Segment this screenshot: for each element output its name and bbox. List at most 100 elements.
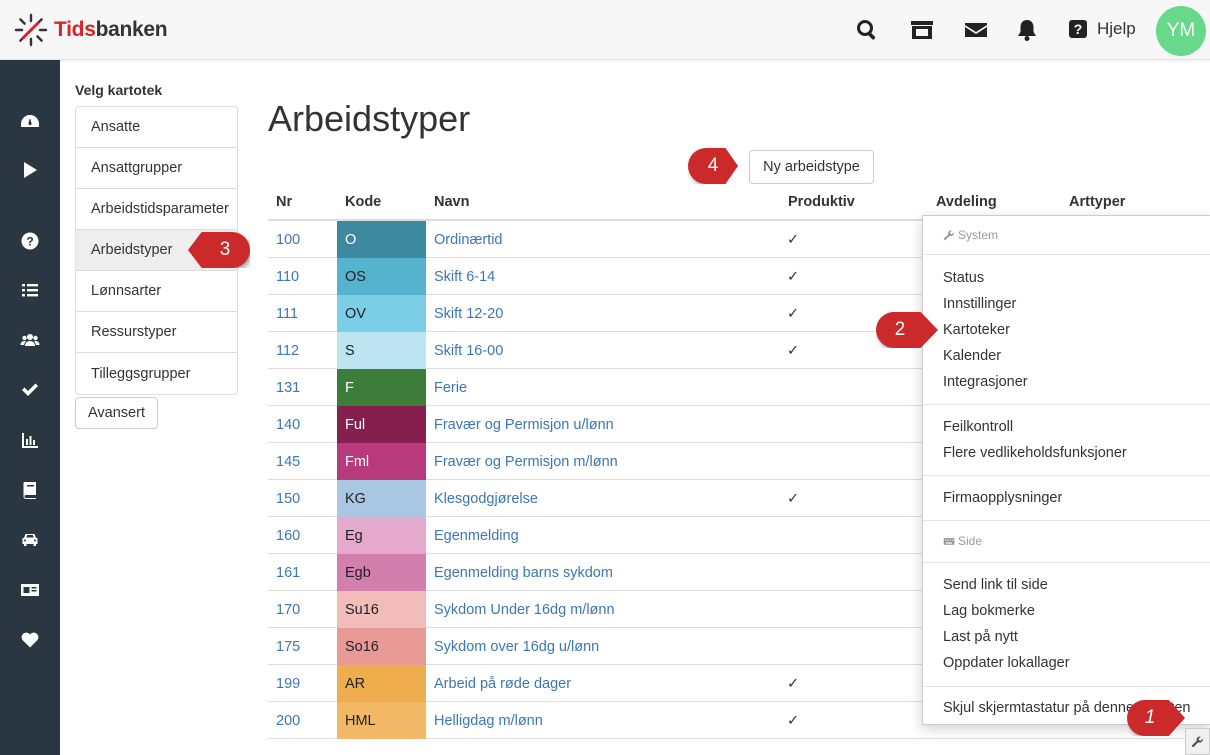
cell-navn[interactable]: Egenmelding [434, 527, 519, 544]
menu-header-system: System [943, 228, 998, 242]
heart-icon[interactable] [18, 628, 42, 652]
callout-marker-3: 3 [188, 232, 250, 268]
check-icon[interactable] [18, 378, 42, 402]
menu-item-innstillinger[interactable]: Innstillinger [943, 296, 1017, 312]
cell-kode: AR [337, 665, 426, 702]
car-icon[interactable] [18, 528, 42, 552]
menu-divider [923, 520, 1210, 521]
menu-item-vedlikehold[interactable]: Flere vedlikeholdsfunksjoner [943, 445, 1127, 461]
table-row[interactable]: 131FFerie10 / 0 / 08 [268, 369, 1210, 406]
menu-divider [923, 404, 1210, 405]
column-header-arttyper[interactable]: Arttyper [1069, 194, 1126, 210]
cell-nr[interactable]: 140 [276, 416, 301, 433]
cell-kode: HML [337, 702, 426, 739]
cell-navn[interactable]: Fravær og Permisjon m/lønn [434, 453, 618, 470]
bar-chart-icon[interactable] [18, 428, 42, 452]
cell-navn[interactable]: Sykdom Under 16dg m/lønn [434, 601, 615, 618]
cell-navn[interactable]: Arbeid på røde dager [434, 675, 572, 692]
menu-item-kalender[interactable]: Kalender [943, 348, 1002, 364]
cell-nr[interactable]: 145 [276, 453, 301, 470]
envelope-icon[interactable] [960, 14, 992, 46]
cell-navn[interactable]: Klesgodgjørelse [434, 490, 538, 507]
cell-produktiv: ✓ [787, 675, 800, 692]
store-icon[interactable] [906, 14, 938, 46]
cell-navn[interactable]: Egenmelding barns sykdom [434, 564, 613, 581]
cell-nr[interactable]: 170 [276, 601, 301, 618]
search-icon[interactable] [851, 14, 883, 46]
kartotek-item[interactable]: Arbeidstidsparameter [76, 189, 237, 230]
book-icon[interactable] [18, 478, 42, 502]
table-row[interactable]: 150 KG Klesgodgjørelse ✓ [268, 480, 1210, 517]
cell-nr[interactable]: 112 [276, 342, 300, 359]
cell-nr[interactable]: 150 [276, 490, 301, 507]
column-header-nr[interactable]: Nr [276, 194, 293, 210]
cell-navn[interactable]: Ordinærtid [434, 231, 503, 248]
cell-navn[interactable]: Ferie [434, 379, 468, 396]
help-button[interactable]: ? Hjelp [1069, 19, 1136, 39]
column-header-kode[interactable]: Kode [345, 194, 382, 210]
menu-item-firmaopplysninger[interactable]: Firmaopplysninger [943, 490, 1063, 506]
cell-nr[interactable]: 100 [276, 231, 301, 248]
dashboard-icon[interactable] [18, 110, 42, 134]
cell-nr[interactable]: 110 [276, 268, 300, 285]
cell-navn[interactable]: Fravær og Permisjon u/lønn [434, 416, 614, 433]
table-row[interactable]: 200 HML Helligdag m/lønn ✓ [268, 702, 1210, 739]
cell-navn[interactable]: Skift 12-20 [434, 305, 504, 322]
cell-nr[interactable]: 161 [276, 564, 301, 581]
menu-item-update-storage[interactable]: Oppdater lokallager [943, 655, 1070, 671]
column-header-navn[interactable]: Navn [434, 194, 470, 210]
cell-kode: KG [337, 480, 426, 517]
new-arbeidstype-button[interactable]: Ny arbeidstype [749, 150, 874, 184]
cell-nr[interactable]: 160 [276, 527, 301, 544]
menu-item-reload[interactable]: Last på nytt [943, 629, 1018, 645]
advanced-button[interactable]: Avansert [75, 397, 158, 429]
kartotek-item[interactable]: Lønnsarter [76, 271, 237, 312]
cell-nr[interactable]: 175 [276, 638, 301, 655]
help-circle-icon[interactable]: ? [18, 229, 42, 253]
list-icon[interactable] [18, 278, 42, 302]
users-icon[interactable] [18, 328, 42, 352]
menu-item-feilkontroll[interactable]: Feilkontroll [943, 419, 1014, 435]
play-icon[interactable] [18, 158, 42, 182]
table-row[interactable]: 112 S Skift 16-00 ✓ [268, 332, 1210, 369]
cell-nr[interactable]: 131 [276, 379, 301, 396]
cell-navn[interactable]: Skift 16-00 [434, 342, 504, 359]
kartotek-item[interactable]: Ansattgrupper [76, 148, 237, 189]
menu-item-status[interactable]: Status [943, 270, 985, 286]
avatar[interactable]: YM [1156, 6, 1206, 56]
cell-navn[interactable]: Sykdom over 16dg u/lønn [434, 638, 600, 655]
id-card-icon[interactable] [18, 578, 42, 602]
table-row[interactable]: 145 Fml Fravær og Permisjon m/lønn [268, 443, 1210, 480]
bell-icon[interactable] [1011, 14, 1043, 46]
table-row[interactable]: 110 OS Skift 6-14 ✓ [268, 258, 1210, 295]
table-row[interactable]: 111 OV Skift 12-20 ✓ [268, 295, 1210, 332]
table-row[interactable]: 100 O Ordinærtid ✓ [268, 221, 1210, 258]
menu-item-send-link[interactable]: Send link til side [943, 577, 1048, 593]
table-header: Nr Kode Navn Produktiv Avdeling Arttyper [268, 185, 1210, 221]
cell-navn[interactable]: Helligdag m/lønn [434, 712, 543, 729]
table-row[interactable]: 199 AR Arbeid på røde dager ✓ [268, 665, 1210, 702]
system-menu-button[interactable] [1185, 728, 1210, 755]
menu-divider [923, 254, 1210, 255]
cell-nr[interactable]: 199 [276, 675, 301, 692]
column-header-produktiv[interactable]: Produktiv [788, 194, 855, 210]
logo-text: Tidsbanken [54, 18, 168, 42]
menu-item-bookmark[interactable]: Lag bokmerke [943, 603, 1035, 619]
menu-item-integrasjoner[interactable]: Integrasjoner [943, 374, 1028, 390]
menu-item-kartoteker[interactable]: Kartoteker [943, 322, 1010, 338]
wrench-icon [943, 230, 954, 241]
kartotek-item[interactable]: Ressurstyper [76, 312, 237, 353]
cell-nr[interactable]: 111 [276, 305, 299, 322]
cell-nr[interactable]: 200 [276, 712, 301, 729]
cell-produktiv: ✓ [787, 712, 800, 729]
kartotek-item[interactable]: Tilleggsgrupper [91, 365, 191, 382]
kartotek-item[interactable]: Ansatte [76, 107, 237, 148]
cell-navn[interactable]: Skift 6-14 [434, 268, 496, 285]
logo[interactable]: Tidsbanken [14, 13, 168, 47]
menu-header-side-label: Side [958, 534, 983, 548]
table-row[interactable]: 160EgEgenmelding11 / 0 / 00 [268, 517, 1210, 554]
column-header-avdeling[interactable]: Avdeling [936, 194, 997, 210]
